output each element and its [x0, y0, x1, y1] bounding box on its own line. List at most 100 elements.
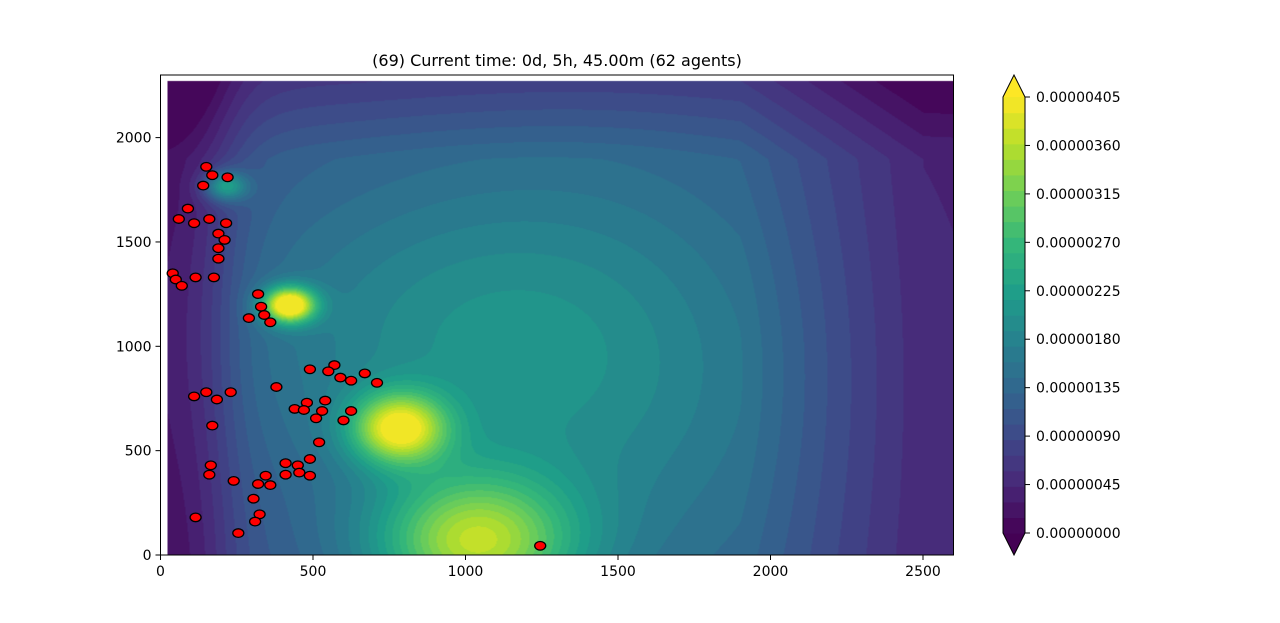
colorbar-band [1003, 361, 1025, 378]
agents-layer [166, 161, 547, 551]
x-tick-label: 2000 [753, 564, 789, 580]
agent-marker [200, 161, 213, 172]
agent-marker [297, 405, 311, 415]
agent-marker [207, 272, 221, 283]
agent-marker [303, 470, 317, 481]
colorbar-extend-top [1003, 75, 1025, 97]
colorbar-band [1003, 315, 1025, 332]
colorbar-tick-label: 0.00000000 [1036, 526, 1121, 542]
colorbar-band [1003, 424, 1025, 441]
agent-marker [358, 368, 371, 379]
colorbar-band [1003, 97, 1025, 114]
agent-marker [197, 180, 210, 191]
agent-marker [172, 214, 185, 224]
agent-marker [312, 437, 326, 448]
agent-marker [293, 467, 306, 478]
colorbar-ticks: 0.00000000 0.00000045 0.00000090 0.00000135… [1025, 90, 1121, 542]
agent-marker [279, 458, 292, 469]
agent-marker [206, 420, 219, 431]
colorbar: 0.00000000 0.00000045 0.00000090 0.00000135… [1002, 73, 1121, 557]
colorbar-band [1003, 221, 1025, 238]
x-tick-label: 1500 [600, 564, 636, 580]
colorbar-band [1003, 190, 1025, 207]
agent-marker [218, 234, 231, 245]
y-tick-label: 1500 [116, 235, 152, 251]
colorbar-band [1003, 252, 1025, 269]
x-axis: 0 500 1000 1500 2000 2500 [156, 555, 941, 580]
agent-marker [334, 372, 347, 383]
agent-marker-partial [534, 540, 547, 551]
agent-marker [242, 313, 256, 324]
chart-title: (69) Current time: 0d, 5h, 45.00m (62 ag… [372, 51, 742, 70]
colorbar-band [1003, 346, 1025, 363]
colorbar-band [1003, 299, 1025, 316]
colorbar-tick-label: 0.00000270 [1036, 235, 1121, 251]
colorbar-tick-label: 0.00000360 [1036, 138, 1121, 154]
colorbar-band [1003, 517, 1025, 534]
agent-marker [370, 377, 384, 388]
colorbar-band [1003, 283, 1025, 301]
agent-marker [224, 387, 237, 398]
agent-marker [254, 301, 268, 312]
agent-marker [203, 214, 216, 224]
colorbar-tick-label: 0.00000135 [1036, 381, 1121, 397]
agent-marker [344, 406, 358, 416]
x-tick-label: 2500 [905, 564, 941, 580]
colorbar-band [1003, 268, 1025, 285]
colorbar-band [1003, 501, 1025, 519]
agent-marker [189, 512, 202, 523]
colorbar-band [1003, 174, 1025, 192]
agent-marker [212, 228, 225, 239]
agent-marker [248, 516, 262, 527]
agent-marker [344, 375, 358, 386]
colorbar-bands [1003, 75, 1025, 555]
agent-marker [203, 469, 216, 480]
agent-marker [219, 218, 233, 229]
y-tick-label: 2000 [116, 131, 152, 147]
agent-marker [315, 406, 329, 416]
agent-marker [204, 460, 217, 471]
agent-marker [212, 243, 225, 254]
colorbar-band [1003, 112, 1025, 129]
colorbar-band [1003, 392, 1025, 410]
x-tick-label: 1000 [448, 564, 484, 580]
agent-marker [206, 170, 219, 181]
agent-marker [259, 470, 272, 481]
agent-marker [221, 172, 234, 183]
colorbar-band [1003, 237, 1025, 254]
agent-marker [251, 289, 265, 300]
colorbar-band [1003, 143, 1025, 160]
y-tick-label: 0 [143, 548, 152, 564]
colorbar-band [1003, 128, 1025, 145]
agent-marker [247, 493, 260, 504]
colorbar-tick-label: 0.00000315 [1036, 187, 1121, 203]
agent-marker [187, 391, 201, 402]
agent-marker [264, 317, 277, 328]
agent-marker [210, 394, 224, 405]
y-tick-label: 500 [125, 444, 152, 460]
agent-marker [303, 454, 317, 464]
colorbar-tick-label: 0.00000090 [1036, 429, 1121, 445]
y-axis: 0 500 1000 1500 2000 [116, 131, 161, 564]
agent-marker [200, 387, 213, 398]
agent-marker [187, 218, 201, 229]
colorbar-band [1003, 408, 1025, 425]
agent-marker [264, 480, 277, 491]
y-tick-label: 1000 [116, 339, 152, 355]
colorbar-band [1003, 439, 1025, 456]
agent-marker [303, 364, 317, 375]
colorbar-band [1003, 206, 1025, 223]
agent-marker [212, 253, 225, 264]
agent-marker [189, 272, 202, 283]
agent-marker [337, 415, 350, 426]
plot-area [160, 74, 954, 556]
colorbar-tick-label: 0.00000180 [1036, 332, 1121, 348]
colorbar-band [1003, 486, 1025, 503]
colorbar-band [1003, 159, 1025, 176]
agent-marker [232, 528, 245, 539]
agent-marker [175, 280, 188, 291]
x-tick-label: 0 [156, 564, 165, 580]
agent-marker [270, 382, 283, 392]
colorbar-band [1003, 330, 1025, 347]
